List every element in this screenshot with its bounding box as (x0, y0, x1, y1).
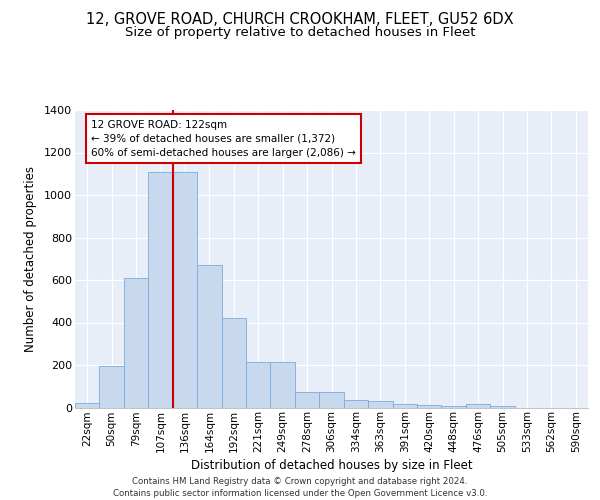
Bar (148, 172, 173, 408)
Bar (368, 401, 392, 407)
Bar (124, 278, 148, 407)
Bar (295, 392, 319, 407)
Text: 12, GROVE ROAD, CHURCH CROOKHAM, FLEET, GU52 6DX: 12, GROVE ROAD, CHURCH CROOKHAM, FLEET, … (86, 12, 514, 28)
Bar (490, 406, 515, 408)
Bar (319, 392, 344, 407)
Bar (197, 265, 221, 408)
Bar (221, 318, 246, 408)
Bar (392, 404, 417, 407)
Bar (75, 403, 100, 407)
Bar (173, 172, 197, 408)
Bar (344, 400, 368, 407)
Bar (442, 406, 466, 408)
Text: Size of property relative to detached houses in Fleet: Size of property relative to detached ho… (125, 26, 475, 39)
X-axis label: Distribution of detached houses by size in Fleet: Distribution of detached houses by size … (191, 460, 472, 472)
Y-axis label: Number of detached properties: Number of detached properties (24, 166, 37, 352)
Bar (100, 366, 124, 408)
Bar (246, 362, 271, 408)
Text: 12 GROVE ROAD: 122sqm
← 39% of detached houses are smaller (1,372)
60% of semi-d: 12 GROVE ROAD: 122sqm ← 39% of detached … (91, 120, 356, 158)
Bar (271, 362, 295, 408)
Bar (466, 404, 490, 407)
Bar (417, 406, 442, 407)
Text: Contains HM Land Registry data © Crown copyright and database right 2024.
Contai: Contains HM Land Registry data © Crown c… (113, 476, 487, 498)
